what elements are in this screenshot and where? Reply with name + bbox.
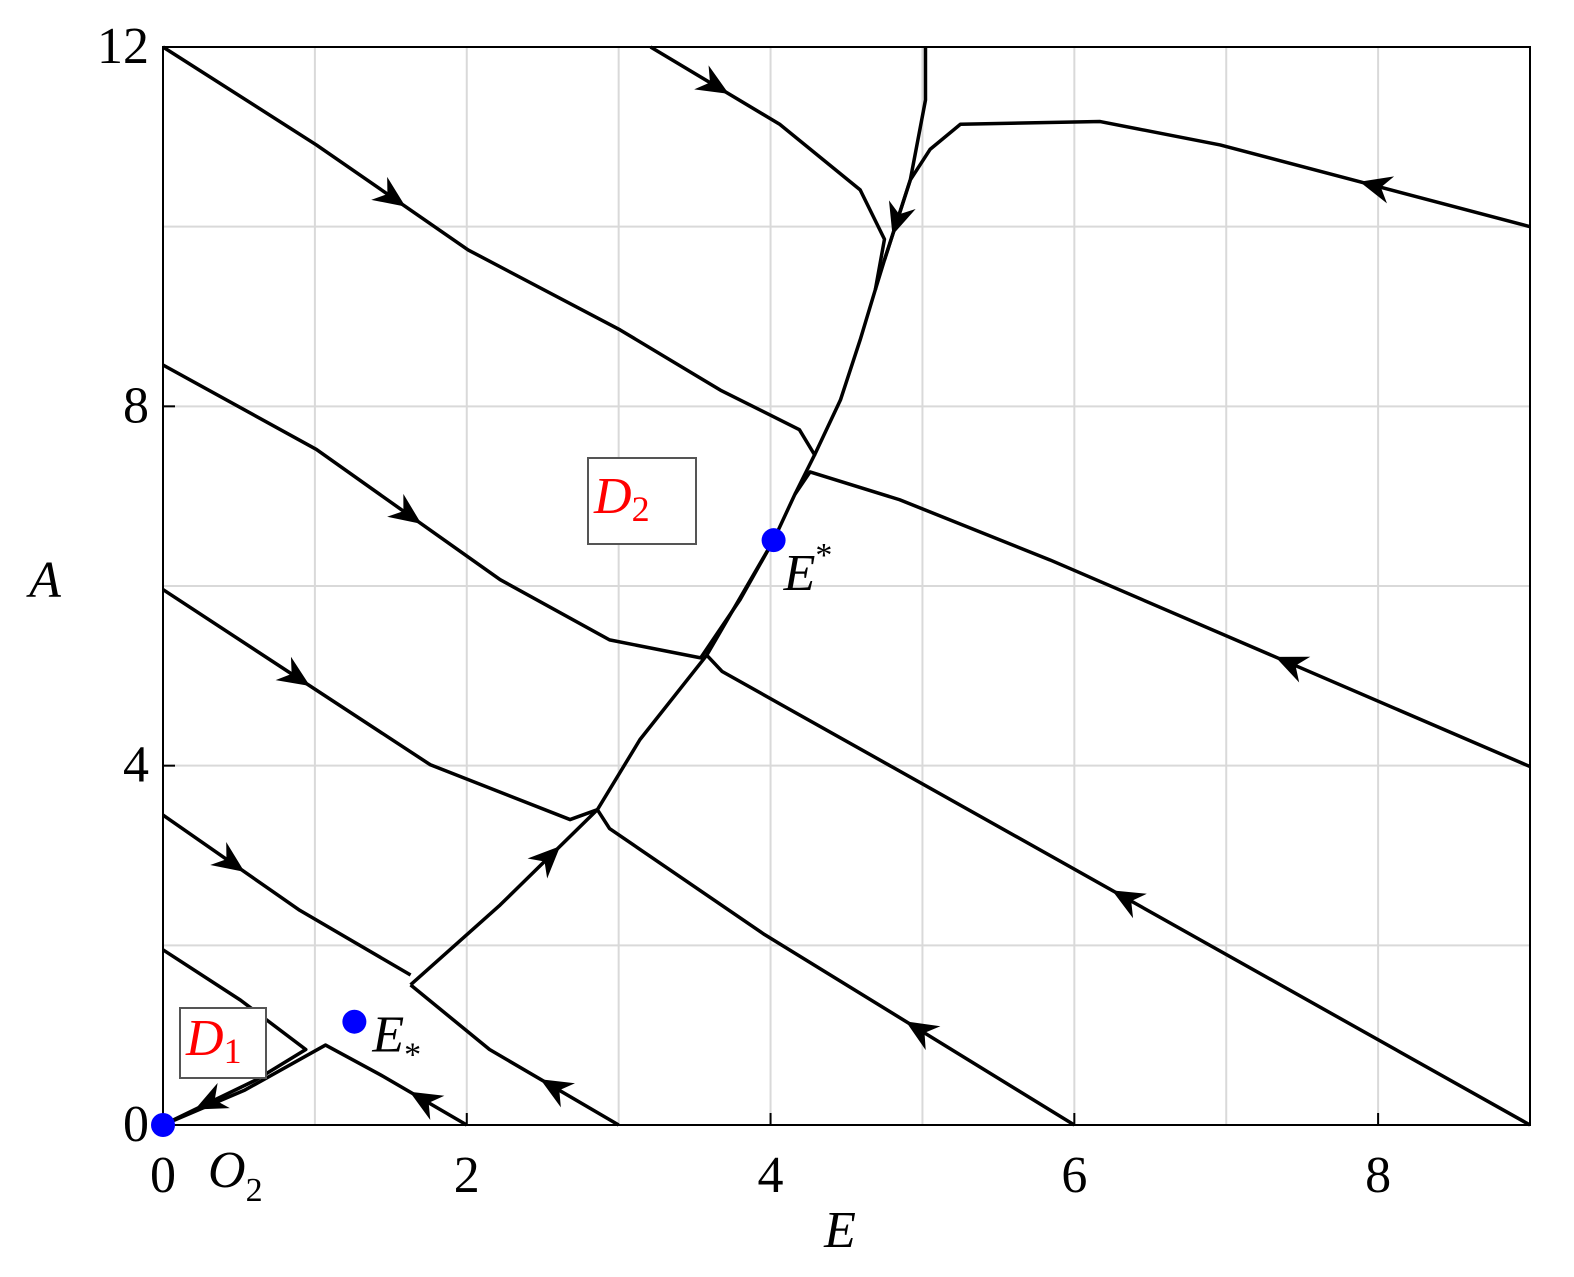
arrowhead — [1112, 890, 1147, 919]
region-box — [587, 457, 697, 545]
region-label-sub: 2 — [632, 489, 650, 529]
arrowhead — [1359, 176, 1395, 204]
region-box — [179, 1007, 267, 1079]
point-label: O2 — [208, 1142, 263, 1209]
y-axis-label: A — [26, 552, 61, 609]
point-label-main: E — [371, 1007, 404, 1064]
region-label-main: D — [185, 1010, 224, 1067]
trajectory — [882, 119, 1531, 261]
x-tick-label: 0 — [150, 1147, 176, 1204]
x-axis-label: E — [823, 1202, 856, 1259]
region-label-main: D — [593, 468, 632, 525]
trajectory — [793, 470, 1531, 769]
trajectory — [595, 808, 1076, 1127]
point-label: E* — [783, 537, 833, 602]
arrowhead — [905, 1021, 941, 1051]
arrowhead — [387, 493, 422, 524]
arrowhead — [888, 200, 916, 236]
point-label: E* — [371, 1007, 421, 1074]
arrowhead — [540, 1079, 575, 1108]
point-label-sub: * — [404, 1036, 421, 1073]
plot-frame — [162, 46, 1531, 1126]
y-tick-label: 12 — [97, 18, 149, 75]
equilibrium-point — [761, 528, 786, 553]
trajectory — [161, 813, 412, 977]
x-tick-label: 6 — [1061, 1147, 1087, 1204]
x-tick-label: 4 — [758, 1147, 784, 1204]
trajectory — [162, 948, 308, 1127]
region-label: D1 — [185, 1010, 242, 1071]
arrowhead — [1275, 656, 1311, 683]
trajectory — [705, 653, 1531, 1127]
trajectory — [649, 45, 887, 456]
region-label-sub: 1 — [224, 1031, 242, 1071]
arrowhead — [694, 65, 729, 94]
trajectory — [162, 45, 817, 541]
arrowhead — [275, 656, 311, 686]
y-tick-label: 4 — [123, 737, 149, 794]
y-tick-label: 8 — [123, 377, 149, 434]
trajectory — [409, 983, 620, 1127]
region-label: D2 — [593, 468, 650, 529]
point-label-sub: 2 — [246, 1172, 263, 1209]
equilibrium-point — [342, 1009, 367, 1034]
arrowhead — [371, 176, 406, 207]
arrowhead — [210, 842, 245, 872]
y-tick-label: 0 — [123, 1096, 149, 1153]
trajectory — [162, 1043, 468, 1127]
trajectory — [873, 47, 928, 291]
x-tick-label: 8 — [1365, 1147, 1391, 1204]
point-label-sup: * — [815, 537, 832, 574]
equilibrium-point — [151, 1113, 175, 1137]
trajectory — [409, 539, 776, 987]
arrowhead — [409, 1091, 445, 1120]
x-tick-label: 2 — [454, 1147, 480, 1204]
arrowhead — [527, 846, 561, 879]
trajectory — [162, 588, 598, 822]
arrowhead — [194, 1082, 230, 1110]
point-label-main: O — [208, 1142, 246, 1199]
point-label-main: E — [783, 545, 816, 602]
